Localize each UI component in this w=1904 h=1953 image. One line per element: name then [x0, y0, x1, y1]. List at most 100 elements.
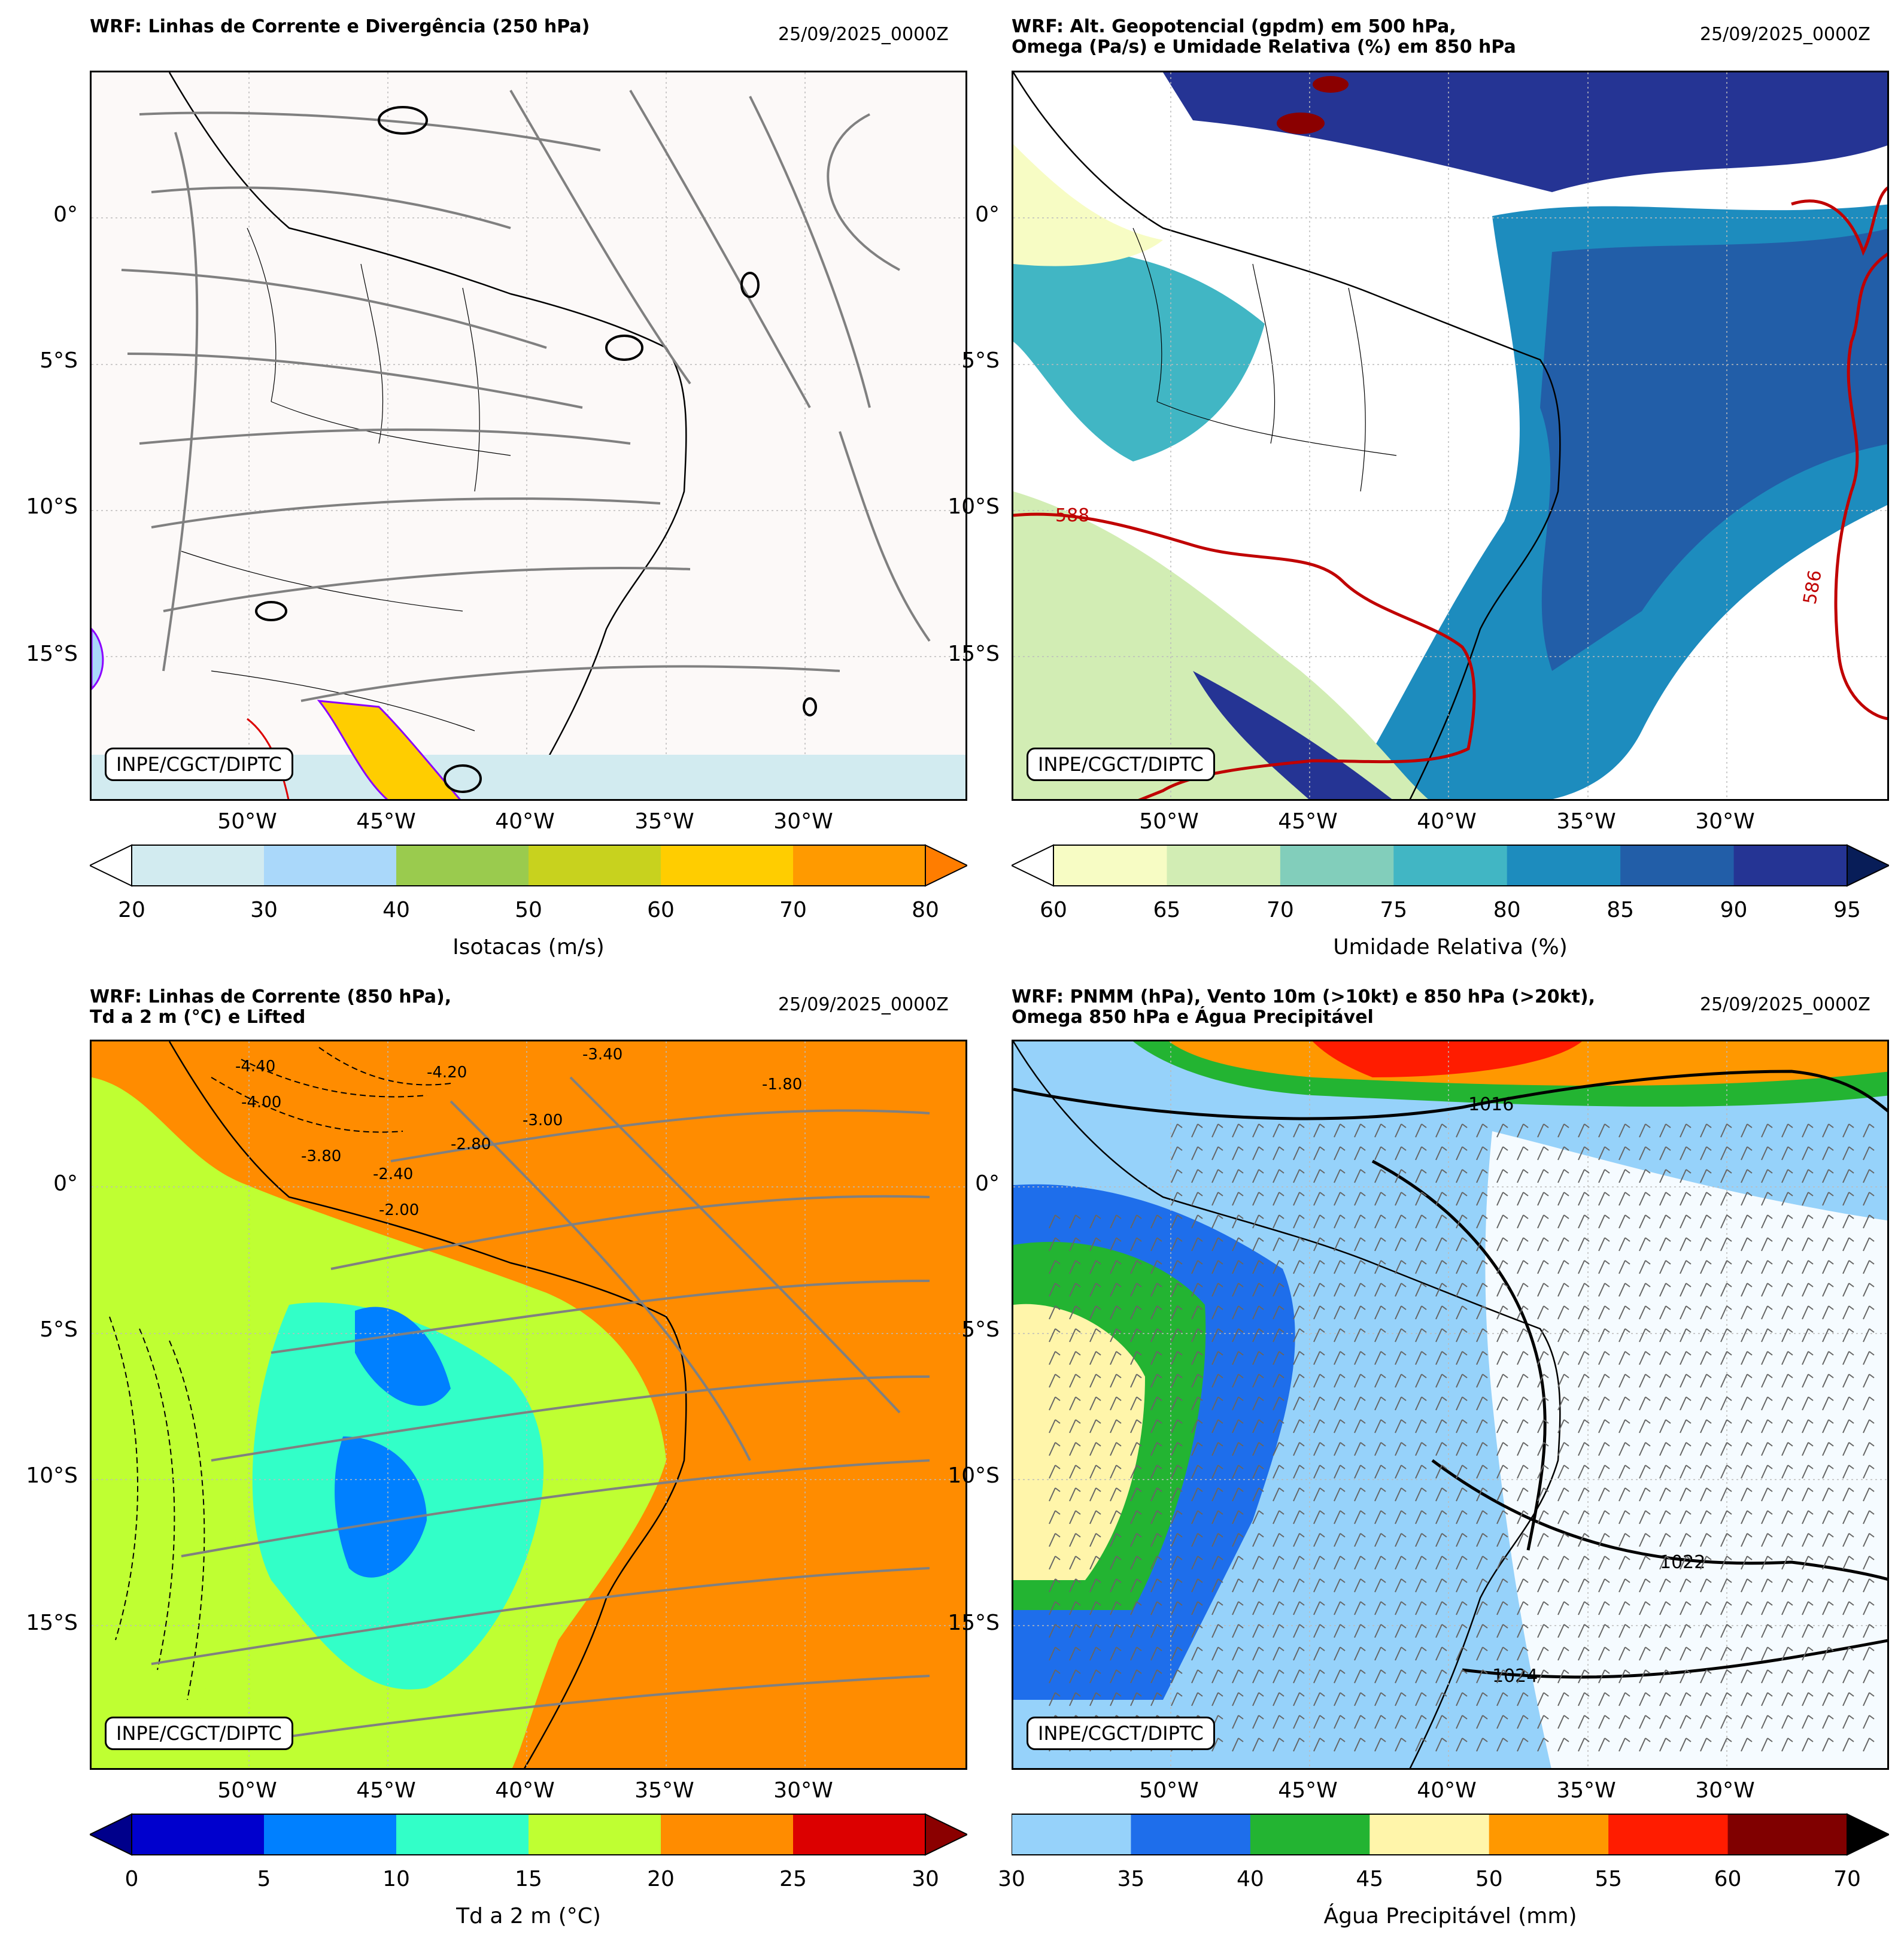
wind-barb — [1089, 1419, 1101, 1433]
wind-barb — [1476, 1669, 1488, 1684]
wind-barb — [1802, 1351, 1814, 1365]
wind-barb — [1802, 1305, 1814, 1320]
wind-barb — [1700, 1601, 1712, 1615]
wind-barb — [1191, 1442, 1203, 1456]
wind-barb — [1842, 1669, 1854, 1684]
wind-barb — [1761, 1351, 1773, 1365]
map-graphics: 1016 1022 1024 — [1013, 1041, 1887, 1768]
wind-barb — [1354, 1192, 1366, 1206]
wind-barb — [1496, 1487, 1508, 1502]
wind-barb — [1537, 1669, 1549, 1684]
colorbar-segment — [1369, 1814, 1490, 1855]
colorbar-segment — [396, 845, 529, 886]
wind-barb — [1171, 1419, 1183, 1433]
map-area[interactable]: INPE/CGCT/DIPTC — [90, 71, 967, 801]
wind-barb — [1293, 1442, 1305, 1456]
map-area[interactable]: 588 586 INPE/CGCT/DIPTC — [1012, 71, 1889, 801]
colorbar-tick: 20 — [118, 898, 145, 922]
wind-barb — [1700, 1237, 1712, 1252]
wind-barb — [1700, 1715, 1712, 1729]
wind-barb — [1863, 1374, 1875, 1388]
lat-label: 0° — [53, 1171, 78, 1196]
wind-barb — [1211, 1578, 1223, 1593]
wind-barb — [1395, 1556, 1407, 1570]
wind-barb — [1456, 1214, 1468, 1229]
wind-barb — [1720, 1487, 1732, 1502]
wind-barb — [1395, 1260, 1407, 1274]
wind-barb — [1720, 1442, 1732, 1456]
wind-barb — [1435, 1692, 1447, 1706]
wind-barb — [1781, 1260, 1793, 1274]
wind-barb — [1313, 1533, 1325, 1547]
wind-barb — [1150, 1260, 1162, 1274]
wind-barb — [1252, 1442, 1264, 1456]
wind-barb — [1049, 1283, 1061, 1297]
wind-barb — [1089, 1396, 1101, 1411]
wind-barb — [1252, 1305, 1264, 1320]
wind-barb — [1191, 1556, 1203, 1570]
wind-barb — [1557, 1237, 1569, 1252]
wind-barb — [1578, 1146, 1590, 1161]
wind-barb — [1863, 1328, 1875, 1343]
wind-barb — [1456, 1442, 1468, 1456]
wind-barb — [1456, 1647, 1468, 1661]
wind-barb — [1822, 1715, 1834, 1729]
wind-barb — [1313, 1624, 1325, 1638]
wind-barb — [1557, 1214, 1569, 1229]
wind-barb — [1171, 1169, 1183, 1183]
wind-barb — [1496, 1305, 1508, 1320]
wind-barb — [1822, 1692, 1834, 1706]
colorbar-tick: 60 — [1040, 898, 1067, 922]
wind-barb — [1639, 1214, 1651, 1229]
colorbar-label: Umidade Relativa (%) — [1333, 935, 1568, 959]
map-area[interactable]: -4.40 -4.20 -4.00 -3.40 -3.00 -2.80 -2.4… — [90, 1040, 967, 1770]
wind-barb — [1374, 1351, 1386, 1365]
wind-barb — [1191, 1533, 1203, 1547]
wind-barb — [1517, 1169, 1529, 1183]
wind-barb — [1089, 1487, 1101, 1502]
wind-barb — [1150, 1419, 1162, 1433]
wind-barb — [1720, 1578, 1732, 1593]
wind-barb — [1110, 1465, 1122, 1479]
wind-barb — [1273, 1624, 1284, 1638]
wind-barb — [1069, 1396, 1081, 1411]
wind-barb — [1680, 1260, 1692, 1274]
wind-barb — [1720, 1556, 1732, 1570]
wind-barb — [1618, 1601, 1630, 1615]
map-area[interactable]: 1016 1022 1024 INPE/CGCT/DIPTC — [1012, 1040, 1889, 1770]
wind-barb — [1252, 1169, 1264, 1183]
wind-barb — [1415, 1669, 1427, 1684]
wind-barb — [1110, 1396, 1122, 1411]
wind-barb — [1761, 1465, 1773, 1479]
wind-barb — [1680, 1715, 1692, 1729]
colorbar-segment — [661, 1814, 794, 1855]
wind-barb — [1049, 1237, 1061, 1252]
wind-barb — [1273, 1283, 1284, 1297]
wind-barb — [1130, 1351, 1142, 1365]
wind-barb — [1415, 1260, 1427, 1274]
lat-label: 15°S — [948, 1611, 1000, 1635]
wind-barb — [1211, 1442, 1223, 1456]
wind-barb — [1537, 1533, 1549, 1547]
wind-barb — [1273, 1601, 1284, 1615]
wind-barb — [1089, 1283, 1101, 1297]
wind-barb — [1557, 1123, 1569, 1138]
wind-barb — [1191, 1192, 1203, 1206]
wind-barb — [1781, 1487, 1793, 1502]
wind-barb — [1232, 1123, 1244, 1138]
wind-barb — [1435, 1533, 1447, 1547]
wind-barb — [1395, 1692, 1407, 1706]
wind-barb — [1273, 1533, 1284, 1547]
wind-barb — [1293, 1601, 1305, 1615]
wind-barb — [1781, 1351, 1793, 1365]
wind-barb — [1680, 1374, 1692, 1388]
panel-streamlines-850hpa: WRF: Linhas de Corrente (850 hPa), Td a … — [0, 976, 967, 1952]
map-graphics — [92, 72, 965, 799]
wind-barb — [1720, 1465, 1732, 1479]
wind-barb — [1293, 1123, 1305, 1138]
wind-barb — [1720, 1738, 1732, 1752]
wind-barb — [1354, 1283, 1366, 1297]
wind-barb — [1700, 1351, 1712, 1365]
panel-date: 25/09/2025_0000Z — [1700, 24, 1870, 45]
wind-barb — [1273, 1738, 1284, 1752]
